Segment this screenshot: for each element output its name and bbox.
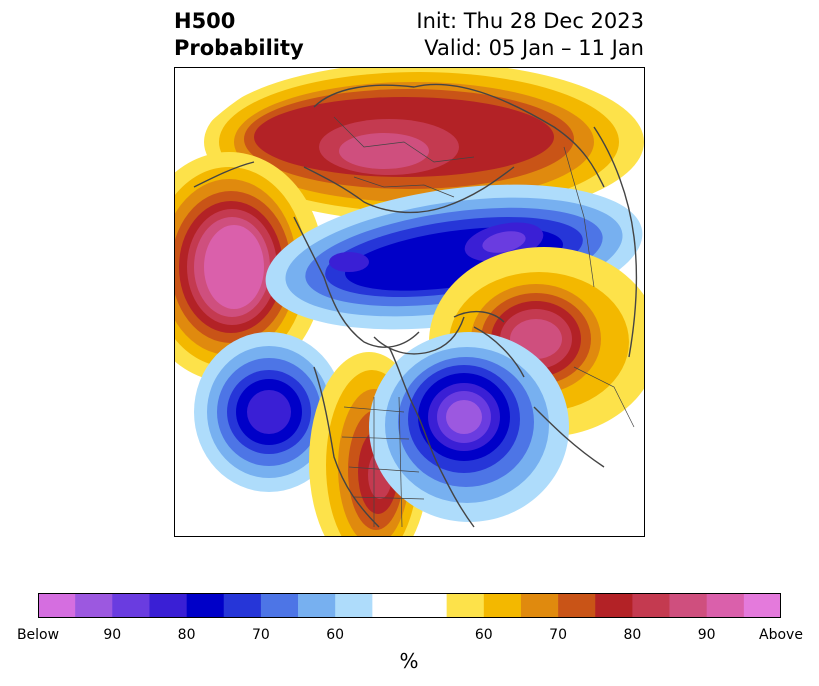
colorbar-tick-label: 60 — [326, 627, 345, 643]
colorbar — [38, 593, 781, 618]
colorbar-tick-label: 80 — [623, 627, 642, 643]
colorbar-cell — [558, 593, 596, 618]
colorbar-tick-label: 70 — [251, 627, 270, 643]
colorbar-cell — [112, 593, 150, 618]
colorbar-tick-label: 80 — [177, 627, 196, 643]
colorbar-cell — [298, 593, 336, 618]
colorbar-cell — [595, 593, 633, 618]
colorbar-frame — [38, 593, 781, 618]
colorbar-cell — [743, 593, 781, 618]
colorbar-cell — [669, 593, 707, 618]
colorbar-cell — [186, 593, 225, 618]
colorbar-cell — [335, 593, 373, 618]
colorbar-cell — [372, 593, 410, 618]
colorbar-tick-label: 90 — [697, 627, 716, 643]
title-variable: H500 — [174, 9, 236, 33]
colorbar-cell — [260, 593, 299, 618]
colorbar-cell — [149, 593, 187, 618]
country-borders — [333, 116, 635, 528]
colorbar-tick-label: 70 — [549, 627, 568, 643]
colorbar-cell — [483, 593, 522, 618]
colorbar-tick-label: Below — [16, 627, 60, 643]
colorbar-cell — [223, 593, 262, 618]
map-disc — [174, 67, 645, 537]
map-frame — [174, 67, 645, 537]
colorbar-cell — [520, 593, 559, 618]
init-time: Init: Thu 28 Dec 2023 — [416, 9, 644, 33]
probability-map — [174, 67, 645, 537]
colorbar-unit: % — [399, 649, 419, 673]
colorbar-cell — [632, 593, 670, 618]
colorbar-cell — [409, 593, 447, 618]
colorbar-cell — [38, 593, 76, 618]
colorbar-cell — [75, 593, 113, 618]
title-product: Probability — [174, 36, 304, 60]
colorbar-tick-label: 90 — [103, 627, 122, 643]
valid-period: Valid: 05 Jan – 11 Jan — [424, 36, 644, 60]
anomaly-pacific-positive — [174, 152, 324, 382]
title-right: Init: Thu 28 Dec 2023 Valid: 05 Jan – 11… — [416, 8, 644, 62]
colorbar-tick-label: Above — [759, 627, 803, 643]
anomaly-europe-negative — [369, 332, 569, 522]
anomaly-asia-negative — [194, 332, 344, 492]
colorbar-cell — [446, 593, 485, 618]
title-left: H500 Probability — [174, 8, 304, 62]
coastlines — [193, 83, 638, 528]
colorbar-tick-label: 60 — [474, 627, 493, 643]
colorbar-cell — [706, 593, 745, 618]
anomaly-siberia-positive — [204, 67, 644, 222]
